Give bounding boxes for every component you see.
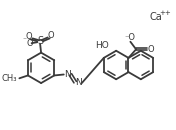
Text: N: N xyxy=(64,70,70,79)
Text: Ca: Ca xyxy=(149,12,162,22)
Text: ⁻O: ⁻O xyxy=(124,33,135,42)
Text: ++: ++ xyxy=(159,10,171,16)
Text: O: O xyxy=(148,45,155,54)
Text: CH₃: CH₃ xyxy=(1,74,17,83)
Text: O: O xyxy=(26,39,33,48)
Text: O: O xyxy=(47,31,54,40)
Text: ⁻: ⁻ xyxy=(23,35,27,44)
Text: N: N xyxy=(75,78,82,87)
Text: HO: HO xyxy=(95,41,109,50)
Text: S: S xyxy=(37,36,43,46)
Text: O: O xyxy=(25,32,32,41)
